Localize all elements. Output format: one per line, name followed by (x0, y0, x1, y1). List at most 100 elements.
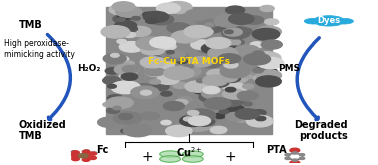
Circle shape (256, 26, 281, 37)
Circle shape (161, 91, 172, 96)
Circle shape (214, 15, 243, 27)
Circle shape (201, 43, 226, 54)
Circle shape (143, 12, 154, 17)
Circle shape (200, 45, 208, 48)
Circle shape (144, 67, 165, 76)
Text: Fc: Fc (96, 145, 108, 155)
Circle shape (206, 38, 231, 48)
Circle shape (136, 37, 166, 50)
Circle shape (111, 81, 140, 94)
Text: +: + (225, 149, 236, 164)
Circle shape (234, 45, 260, 56)
Circle shape (82, 150, 90, 153)
Circle shape (167, 23, 190, 33)
Circle shape (115, 21, 136, 30)
Circle shape (177, 97, 192, 103)
Circle shape (210, 126, 227, 133)
Circle shape (151, 83, 169, 91)
Circle shape (171, 31, 199, 43)
Circle shape (229, 13, 254, 24)
Circle shape (244, 16, 264, 24)
Circle shape (136, 83, 152, 90)
Circle shape (145, 67, 167, 76)
Circle shape (121, 26, 132, 30)
Circle shape (185, 29, 200, 35)
Circle shape (84, 150, 89, 152)
Circle shape (127, 68, 138, 72)
Circle shape (146, 18, 158, 23)
Circle shape (211, 128, 219, 131)
Circle shape (237, 91, 258, 100)
Circle shape (127, 26, 151, 37)
Circle shape (170, 51, 186, 57)
Circle shape (189, 57, 213, 67)
Circle shape (203, 86, 220, 94)
Circle shape (108, 84, 116, 88)
Circle shape (226, 105, 244, 113)
Circle shape (156, 3, 180, 13)
Circle shape (236, 28, 253, 35)
Circle shape (162, 43, 176, 50)
Text: Oxidized
TMB: Oxidized TMB (19, 120, 67, 141)
Circle shape (201, 59, 222, 68)
Circle shape (224, 62, 238, 68)
Circle shape (191, 40, 213, 50)
Circle shape (117, 56, 129, 61)
Circle shape (177, 59, 187, 64)
Circle shape (252, 110, 266, 116)
Circle shape (173, 30, 200, 42)
Circle shape (237, 30, 250, 35)
Circle shape (144, 45, 165, 54)
Circle shape (159, 62, 174, 68)
Circle shape (221, 72, 248, 84)
Circle shape (132, 16, 140, 20)
Circle shape (290, 161, 300, 165)
Circle shape (226, 46, 242, 53)
Circle shape (152, 9, 166, 16)
Circle shape (122, 66, 139, 73)
Circle shape (204, 25, 222, 33)
Circle shape (184, 26, 212, 38)
Circle shape (150, 37, 176, 48)
Circle shape (117, 39, 126, 43)
Circle shape (113, 112, 142, 124)
Circle shape (237, 118, 246, 122)
Circle shape (111, 53, 119, 57)
Circle shape (216, 22, 227, 27)
Circle shape (143, 11, 169, 22)
Circle shape (89, 152, 96, 155)
Text: Dyes: Dyes (317, 16, 341, 25)
Circle shape (191, 57, 209, 65)
Text: High peroxidase-
mimicking activity: High peroxidase- mimicking activity (4, 39, 74, 59)
Circle shape (218, 73, 238, 82)
Circle shape (161, 120, 171, 125)
Circle shape (164, 67, 194, 80)
Circle shape (123, 124, 152, 137)
Circle shape (112, 2, 135, 12)
Circle shape (82, 158, 90, 161)
Circle shape (119, 114, 133, 120)
Circle shape (253, 28, 280, 40)
Circle shape (196, 19, 217, 28)
Circle shape (225, 30, 233, 34)
Circle shape (149, 14, 158, 18)
Circle shape (124, 32, 136, 37)
Circle shape (261, 40, 282, 49)
Circle shape (292, 152, 297, 154)
Circle shape (240, 71, 257, 78)
Circle shape (256, 70, 282, 81)
FancyBboxPatch shape (106, 7, 272, 134)
Circle shape (98, 117, 122, 127)
Circle shape (186, 109, 215, 122)
Circle shape (199, 92, 223, 102)
Circle shape (184, 64, 194, 68)
Circle shape (72, 151, 79, 154)
Circle shape (250, 42, 264, 48)
Circle shape (78, 154, 88, 158)
Circle shape (256, 116, 266, 121)
Circle shape (113, 15, 131, 23)
Circle shape (218, 25, 226, 29)
Circle shape (253, 67, 278, 78)
Circle shape (187, 110, 199, 115)
Circle shape (225, 87, 236, 92)
